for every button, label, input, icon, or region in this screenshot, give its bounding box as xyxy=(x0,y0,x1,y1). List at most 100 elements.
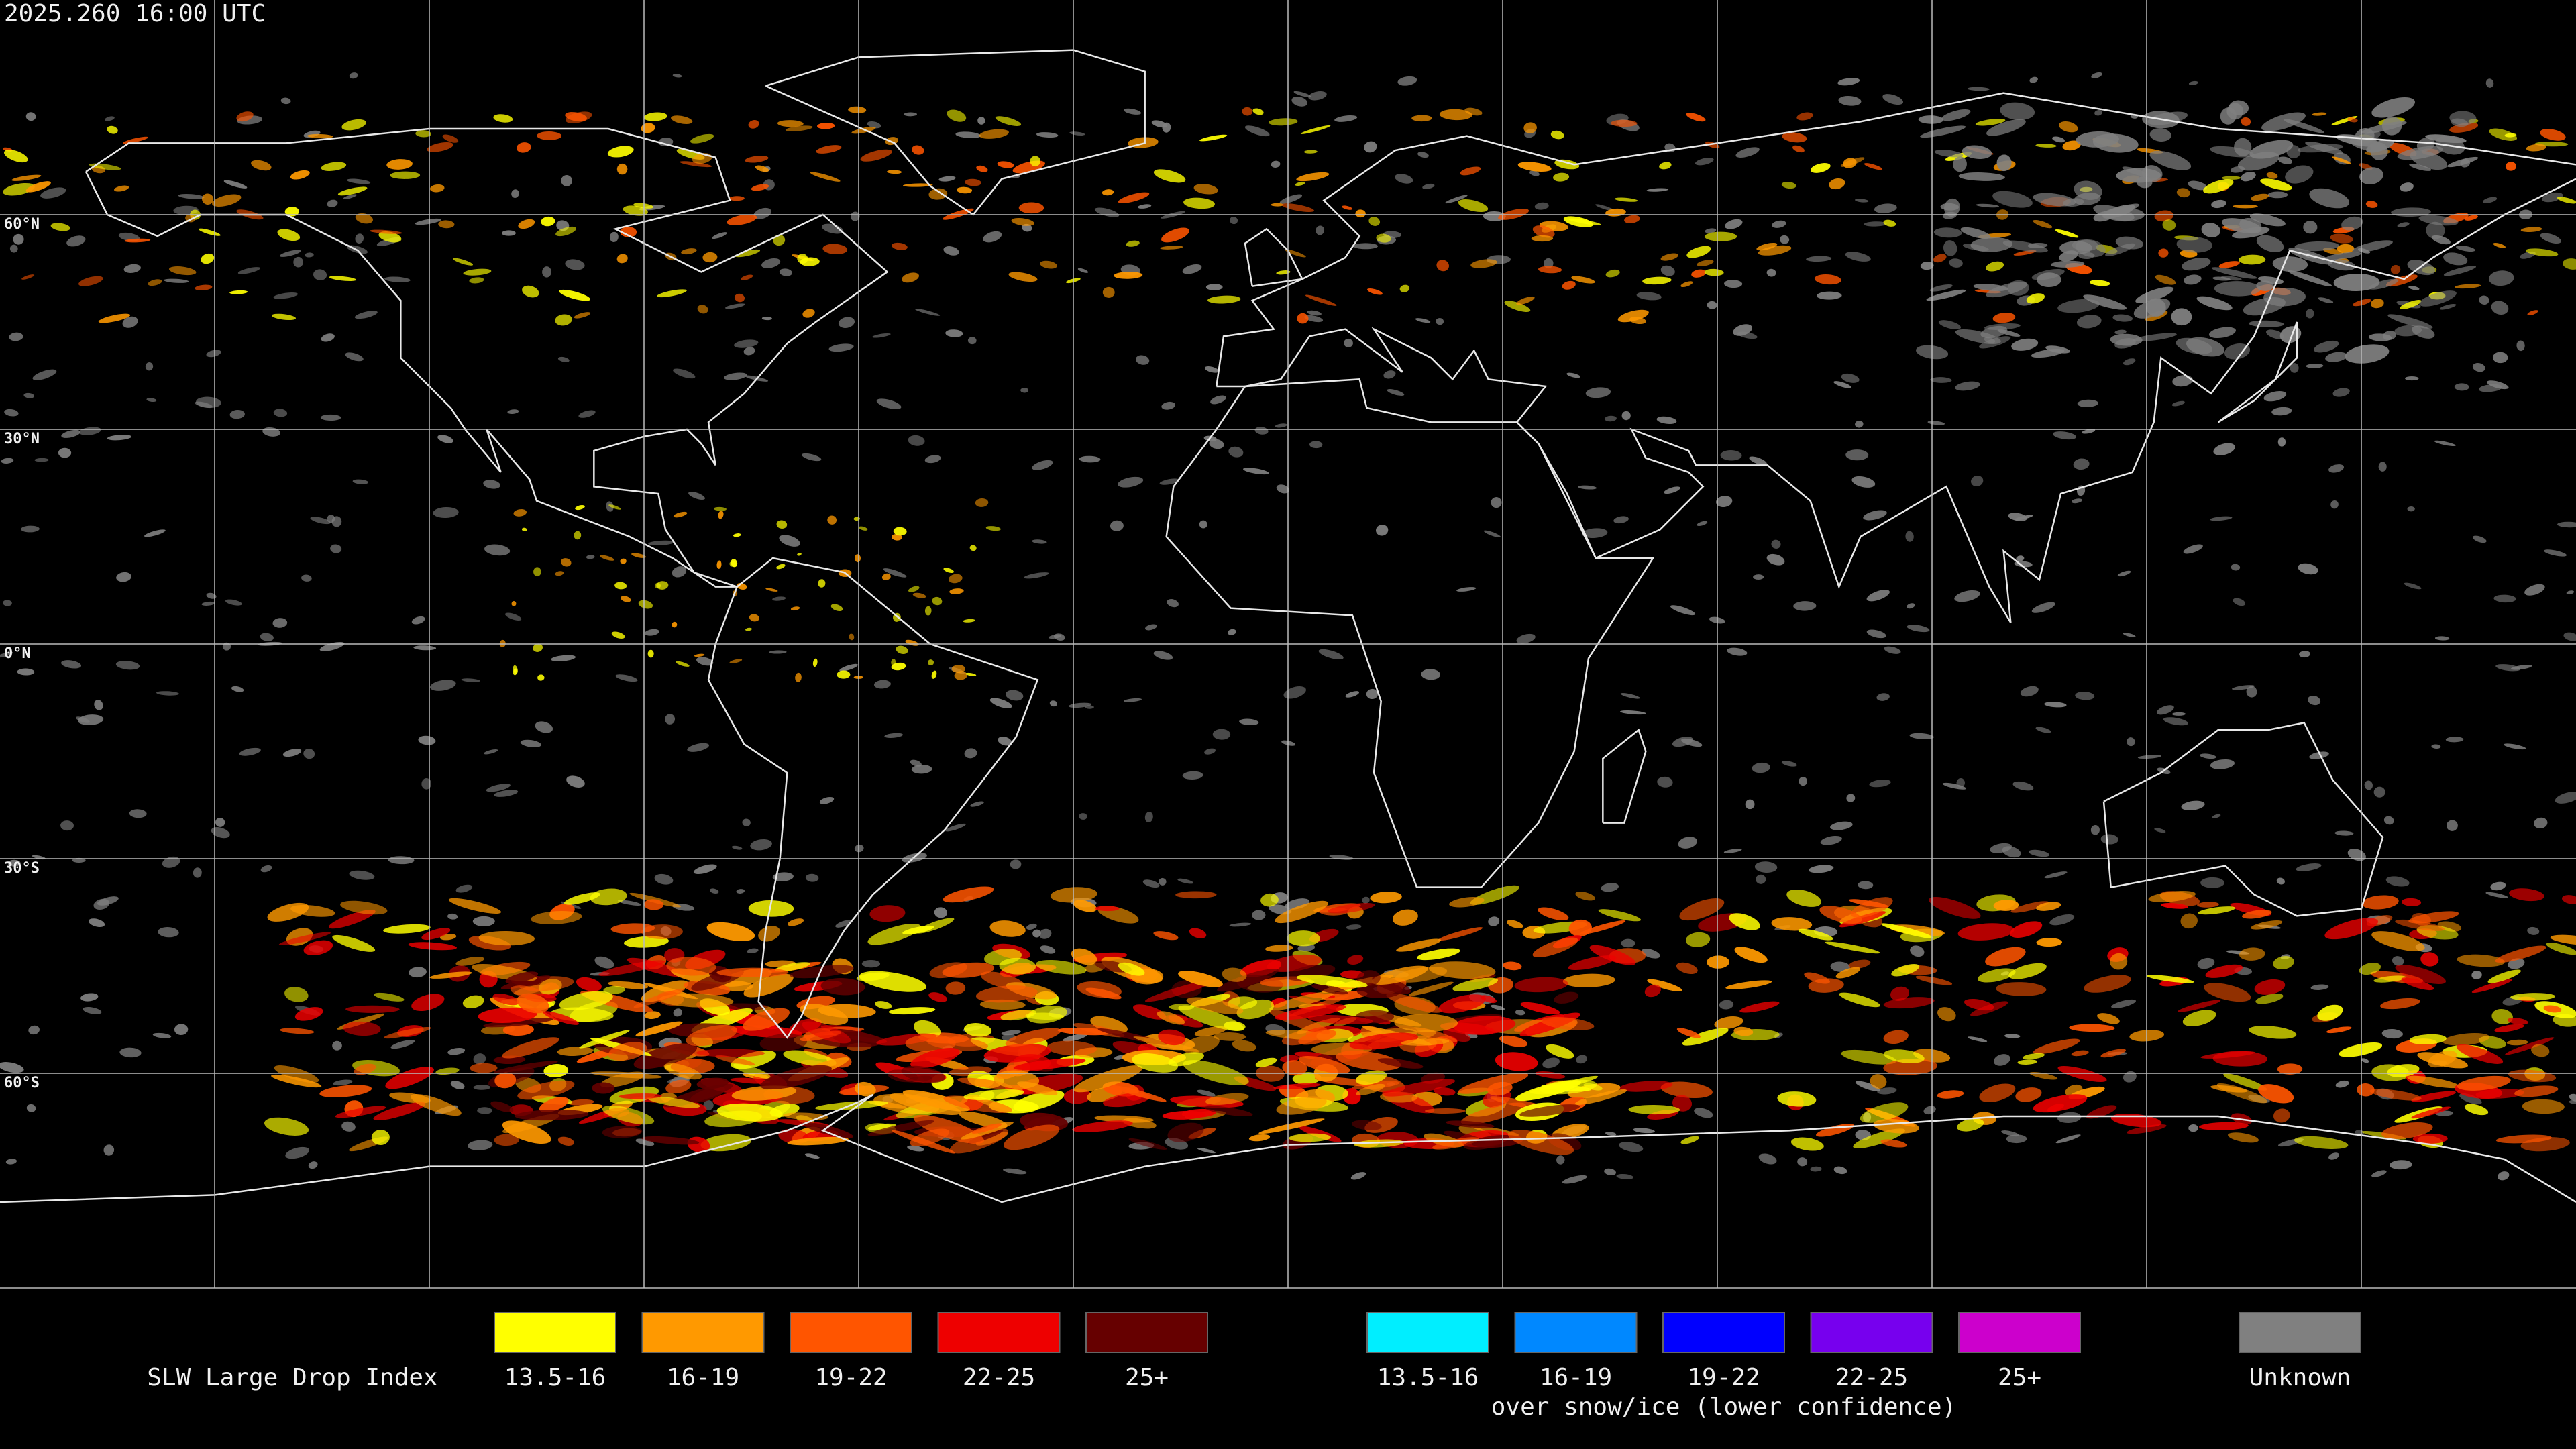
cloud-patch xyxy=(430,680,456,691)
latitude-label: 30°S xyxy=(4,860,40,877)
cloud-patch xyxy=(1102,286,1115,298)
cloud-patch xyxy=(564,892,600,905)
cloud-patch xyxy=(1362,896,1370,904)
cloud-patch xyxy=(1680,281,1693,288)
cloud-patch xyxy=(2239,947,2265,961)
cloud-patch xyxy=(2075,692,2095,700)
cloud-patch xyxy=(462,995,484,1008)
cloud-patch xyxy=(1771,917,1813,931)
cloud-patch xyxy=(2162,219,2176,231)
cloud-patch xyxy=(25,181,51,193)
cloud-patch xyxy=(1616,1173,1634,1179)
cloud-patch xyxy=(1938,320,1962,329)
cloud-patch xyxy=(1957,1118,1984,1132)
cloud-patch xyxy=(608,504,621,510)
cloud-patch xyxy=(1456,587,1477,592)
cloud-patch xyxy=(2527,310,2538,316)
cloud-patch xyxy=(1395,174,1413,184)
cloud-patch xyxy=(1517,162,1552,172)
cloud-patch xyxy=(2273,956,2294,969)
cloud-patch xyxy=(2373,786,2385,798)
cloud-patch xyxy=(1621,938,1635,948)
cloud-patch xyxy=(347,178,371,184)
cloud-patch xyxy=(122,136,149,144)
cloud-patch xyxy=(343,194,357,199)
cloud-patch xyxy=(2390,1160,2412,1170)
cloud-patch xyxy=(2328,1152,2339,1160)
cloud-patch xyxy=(1298,1030,1337,1045)
cloud-patch xyxy=(1860,1102,1909,1123)
cloud-patch xyxy=(415,130,431,138)
cloud-patch xyxy=(967,337,977,345)
cloud-patch xyxy=(1934,150,1964,158)
cloud-patch xyxy=(1820,835,1842,845)
cloud-patch xyxy=(647,649,654,658)
cloud-patch xyxy=(1396,938,1442,952)
cloud-patch xyxy=(559,991,613,1010)
cloud-patch xyxy=(280,1028,315,1034)
cloud-patch xyxy=(555,314,572,326)
cloud-patch xyxy=(2051,260,2085,268)
cloud-patch xyxy=(676,661,690,667)
cloud-patch xyxy=(2149,150,2192,170)
cloud-patch xyxy=(2294,241,2339,252)
cloud-patch xyxy=(1882,94,1904,105)
cloud-patch xyxy=(1846,794,1856,802)
cloud-patch xyxy=(2203,179,2234,194)
cloud-patch xyxy=(1554,991,1579,1004)
cloud-patch xyxy=(838,317,855,328)
cloud-patch xyxy=(1538,907,1569,920)
cloud-patch xyxy=(938,176,956,182)
cloud-patch xyxy=(559,289,590,301)
cloud-patch xyxy=(516,142,531,153)
cloud-patch xyxy=(867,121,881,129)
cloud-patch xyxy=(294,1007,323,1021)
cloud-patch xyxy=(758,926,780,942)
cloud-patch xyxy=(775,962,810,972)
cloud-patch xyxy=(2525,248,2559,257)
cloud-patch xyxy=(1985,947,2026,967)
cloud-patch xyxy=(904,112,917,117)
cloud-patch xyxy=(1962,244,1989,252)
cloud-patch xyxy=(1515,1080,1581,1102)
cloud-patch xyxy=(447,913,458,920)
cloud-patch xyxy=(657,289,687,298)
cloud-patch xyxy=(385,1067,434,1089)
cloud-patch xyxy=(2447,156,2479,168)
cloud-patch xyxy=(1996,154,2012,172)
cloud-patch xyxy=(2370,299,2384,309)
cloud-patch xyxy=(1678,837,1697,849)
cloud-patch xyxy=(551,655,576,661)
cloud-patch xyxy=(1411,115,1432,122)
cloud-patch xyxy=(290,170,310,180)
cloud-patch xyxy=(2086,1105,2117,1119)
cloud-patch xyxy=(2397,222,2410,227)
cloud-patch xyxy=(1503,961,1522,971)
cloud-patch xyxy=(2055,229,2079,238)
cloud-patch xyxy=(2036,902,2061,911)
cloud-patch xyxy=(473,1053,486,1065)
cloud-patch xyxy=(954,671,967,680)
cloud-patch xyxy=(623,936,669,948)
cloud-patch xyxy=(2380,998,2420,1010)
cloud-patch xyxy=(2112,314,2133,322)
cloud-layer xyxy=(0,72,2576,1184)
cloud-patch xyxy=(665,1079,692,1094)
cloud-patch xyxy=(2471,979,2513,994)
cloud-patch xyxy=(2412,1133,2448,1144)
cloud-patch xyxy=(2328,464,2345,473)
cloud-patch xyxy=(319,1085,372,1098)
cloud-patch xyxy=(2000,102,2035,120)
cloud-patch xyxy=(1851,897,1893,918)
cloud-patch xyxy=(776,520,788,529)
cloud-patch xyxy=(1334,115,1358,122)
cloud-patch xyxy=(2410,150,2448,170)
cloud-patch xyxy=(427,142,453,152)
cloud-patch xyxy=(2232,227,2270,239)
cloud-patch xyxy=(943,246,959,256)
cloud-patch xyxy=(910,1047,960,1069)
legend-swatch xyxy=(1085,1312,1208,1353)
coastline xyxy=(1216,92,2576,387)
cloud-patch xyxy=(1562,973,1615,987)
